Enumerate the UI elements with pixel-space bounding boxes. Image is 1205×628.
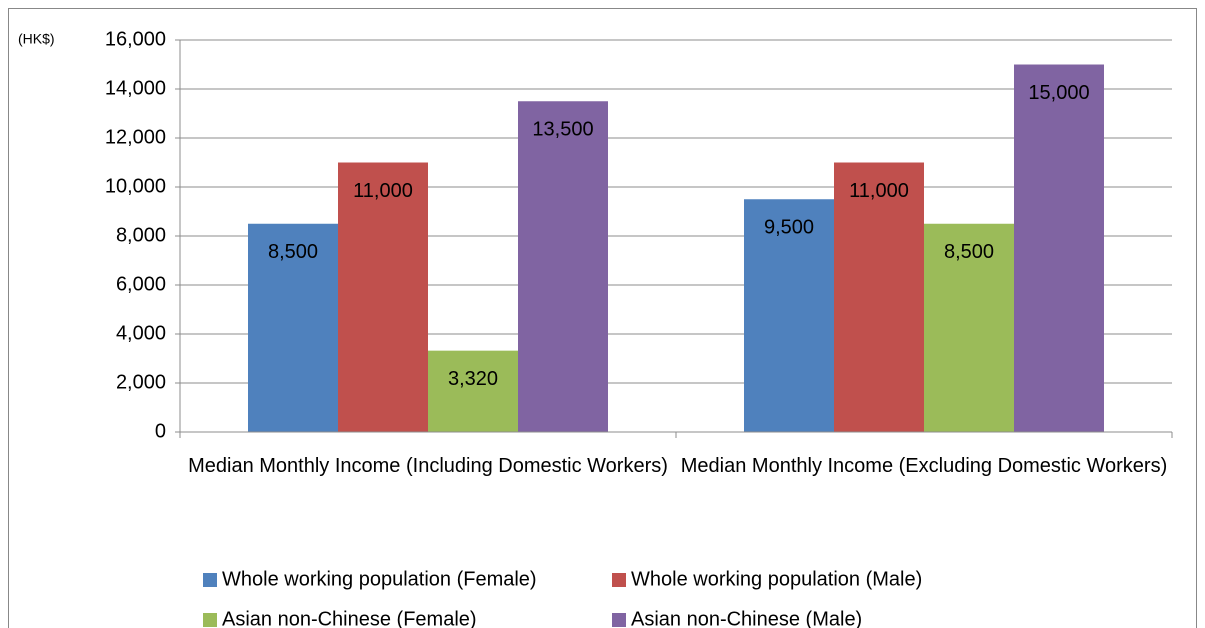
data-label: 11,000: [849, 180, 909, 202]
y-tick-label: 12,000: [105, 126, 166, 148]
y-tick-label: 2,000: [116, 371, 166, 393]
y-tick-label: 4,000: [116, 322, 166, 344]
legend-swatch: [612, 613, 626, 627]
data-label: 13,500: [532, 119, 593, 141]
data-label: 9,500: [764, 217, 814, 239]
legend-label: Whole working population (Female): [222, 568, 537, 590]
legend-swatch: [203, 613, 217, 627]
bar: [518, 101, 608, 432]
x-tick-label: Median Monthly Income (Excluding Domesti…: [681, 455, 1167, 477]
x-tick-label-line: Median Monthly Income (Including Domesti…: [188, 455, 668, 477]
bar: [248, 223, 338, 432]
y-tick-label: 8,000: [116, 224, 166, 246]
bar: [924, 223, 1014, 432]
data-label: 15,000: [1028, 82, 1089, 104]
data-label: 8,500: [268, 241, 318, 263]
data-label: 3,320: [448, 368, 498, 390]
legend-swatch: [612, 573, 626, 587]
y-tick-label: 16,000: [105, 28, 166, 50]
y-tick-label: 6,000: [116, 273, 166, 295]
data-label: 11,000: [353, 180, 413, 202]
bar: [744, 199, 834, 432]
legend-label: Asian non-Chinese (Female): [222, 608, 477, 628]
bar: [834, 162, 924, 432]
data-label: 8,500: [944, 241, 994, 263]
y-tick-label: 14,000: [105, 77, 166, 99]
legend-label: Whole working population (Male): [631, 568, 922, 590]
y-axis-label: (HK$): [18, 31, 55, 47]
x-tick-label: Median Monthly Income (Including Domesti…: [188, 455, 668, 477]
legend-label: Asian non-Chinese (Male): [631, 608, 862, 628]
bar: [428, 350, 518, 432]
x-tick-label-line: Median Monthly Income (Excluding Domesti…: [681, 455, 1167, 477]
legend-swatch: [203, 573, 217, 587]
bar: [1014, 64, 1104, 432]
y-tick-label: 10,000: [105, 175, 166, 197]
bar: [338, 162, 428, 432]
y-tick-label: 0: [155, 420, 166, 442]
